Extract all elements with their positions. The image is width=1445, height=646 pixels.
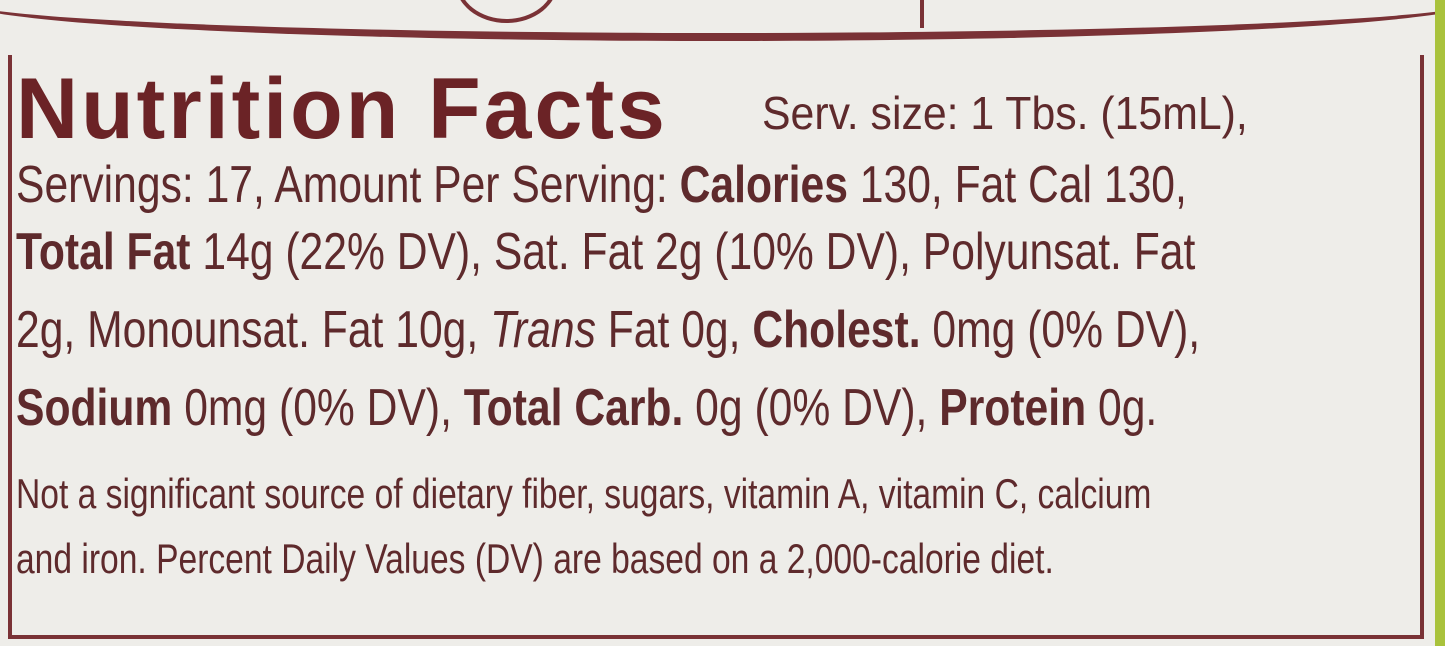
footnote-line-1: Not a significant source of dietary fibe… — [16, 470, 1152, 517]
divider — [920, 0, 924, 28]
footnote-line-2: and iron. Percent Daily Values (DV) are … — [16, 535, 1054, 582]
calories-value: 130, Fat Cal 130, — [847, 156, 1187, 214]
servings-text: Servings: 17, Amount Per Serving: — [16, 156, 680, 214]
cholest-label: Cholest. — [752, 301, 921, 359]
serving-size: Serv. size: 1 Tbs. (15mL), — [762, 87, 1248, 139]
trans-label: Trans — [490, 301, 596, 359]
sodium-line: Sodium 0mg (0% DV), Total Carb. 0g (0% D… — [16, 378, 1157, 438]
servings-line: Servings: 17, Amount Per Serving: Calori… — [16, 155, 1187, 215]
trans-value: Fat 0g, — [595, 301, 753, 359]
nutrition-facts-title: Nutrition Facts — [16, 61, 668, 157]
fat-line: Total Fat 14g (22% DV), Sat. Fat 2g (10%… — [16, 222, 1195, 282]
carb-label: Total Carb. — [463, 379, 684, 437]
fat-values: 14g (22% DV), Sat. Fat 2g (10% DV), Poly… — [190, 223, 1196, 281]
sodium-label: Sodium — [16, 379, 173, 437]
sodium-value: 0mg (0% DV), — [172, 379, 464, 437]
nutrition-box — [8, 55, 1424, 639]
cholest-value: 0mg (0% DV), — [920, 301, 1201, 359]
bottle-edge — [1435, 0, 1445, 646]
protein-value: 0g. — [1086, 379, 1158, 437]
mono-text: 2g, Monounsat. Fat 10g, — [16, 301, 491, 359]
total-fat-label: Total Fat — [16, 223, 191, 281]
calories-label: Calories — [679, 156, 848, 214]
mono-line: 2g, Monounsat. Fat 10g, Trans Fat 0g, Ch… — [16, 300, 1200, 360]
carb-value: 0g (0% DV), — [683, 379, 940, 437]
label-top-border — [0, 0, 1445, 41]
protein-label: Protein — [939, 379, 1087, 437]
